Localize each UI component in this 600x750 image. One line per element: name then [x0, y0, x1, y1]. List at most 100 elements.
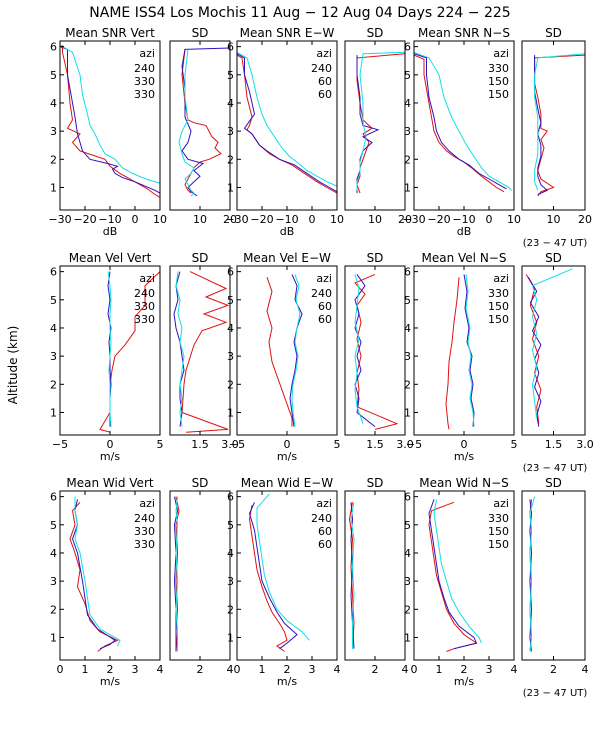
y-tick-label: 4	[404, 322, 411, 335]
series-line-red	[181, 49, 222, 194]
y-tick-label: 2	[50, 153, 57, 166]
series-line-cyan	[175, 271, 185, 427]
x-tick-label: 2	[461, 663, 468, 676]
y-tick-label: 6	[404, 491, 411, 504]
series-line-blue	[181, 47, 230, 197]
series-line-red	[414, 54, 505, 193]
y-tick-label: 6	[404, 41, 411, 54]
x-tick-label: 2	[284, 663, 291, 676]
legend-entry: 60	[318, 75, 332, 88]
y-tick-label: 5	[227, 69, 234, 82]
x-tick-label: 20	[223, 213, 237, 226]
y-tick-label: 5	[50, 294, 57, 307]
series-line-cyan	[350, 502, 355, 649]
y-tick-label: 1	[404, 631, 411, 644]
panel-title: Mean Vel E−W	[243, 251, 331, 265]
series-line-red	[356, 53, 405, 194]
y-tick-label: 4	[227, 97, 234, 110]
x-tick-label: −20	[250, 213, 273, 226]
x-axis-label: m/s	[277, 450, 297, 463]
legend-entry: 150	[488, 538, 509, 551]
series-line-cyan	[74, 496, 121, 647]
y-tick-label: 1	[404, 406, 411, 419]
legend-entry: 330	[134, 538, 155, 551]
series-line-cyan	[531, 268, 573, 419]
time-note-row2: (23 − 47 UT)	[523, 463, 588, 474]
x-tick-label: 0	[234, 663, 241, 676]
legend-entry: 240	[311, 62, 332, 75]
legend-entry: 330	[134, 313, 155, 326]
x-tick-label: −30	[225, 213, 248, 226]
panel-title: SD	[192, 26, 209, 40]
series-line-blue	[71, 499, 116, 650]
panel-title: SD	[192, 251, 209, 265]
panel-title: Mean SNR E−W	[240, 26, 335, 40]
y-tick-label: 5	[227, 294, 234, 307]
y-tick-label: 6	[50, 266, 57, 279]
series-line-cyan	[529, 496, 536, 652]
x-tick-label: 0	[486, 213, 493, 226]
series-line-red	[266, 277, 293, 427]
figure-title: NAME ISS4 Los Mochis 11 Aug − 12 Aug 04 …	[89, 5, 510, 21]
x-tick-label: 20	[578, 213, 592, 226]
y-tick-label: 2	[227, 603, 234, 616]
chart-panel-9: SD 1.5 3.0	[344, 251, 414, 451]
x-tick-label: 0	[309, 213, 316, 226]
legend-entry: 60	[318, 525, 332, 538]
legend-title: azi	[493, 47, 509, 60]
panel-title: Mean Vel N−S	[422, 251, 507, 265]
y-tick-label: 1	[50, 631, 57, 644]
series-line-blue	[356, 55, 380, 194]
legend-entry: 240	[311, 287, 332, 300]
legend-entry: 150	[488, 525, 509, 538]
y-tick-label: 4	[404, 97, 411, 110]
y-tick-label: 3	[50, 575, 57, 588]
series-line-blue	[173, 271, 185, 427]
x-tick-label: −5	[229, 438, 245, 451]
legend-title: azi	[316, 47, 332, 60]
x-tick-label: 10	[193, 213, 207, 226]
legend-entry: 150	[488, 300, 509, 313]
x-axis-label: m/s	[100, 675, 120, 688]
y-tick-label: 3	[227, 125, 234, 138]
legend-title: azi	[493, 497, 509, 510]
y-tick-label: 1	[404, 181, 411, 194]
x-tick-label: 2	[107, 663, 114, 676]
x-tick-label: 20	[398, 213, 412, 226]
legend-entry: 240	[311, 512, 332, 525]
x-tick-label: 3	[309, 663, 316, 676]
y-tick-label: 3	[404, 575, 411, 588]
y-tick-label: 6	[50, 491, 57, 504]
x-axis-label: dB	[103, 225, 118, 238]
series-line-blue	[354, 274, 376, 427]
x-tick-label: −10	[98, 213, 121, 226]
y-tick-label: 5	[50, 69, 57, 82]
y-tick-label: 6	[404, 266, 411, 279]
time-note-row3: (23 − 47 UT)	[523, 688, 588, 699]
series-line-red	[354, 273, 399, 430]
x-tick-label: 4	[157, 663, 164, 676]
series-line-blue	[60, 46, 160, 194]
plot-frame	[169, 265, 231, 436]
series-line-red	[534, 54, 585, 197]
legend-title: azi	[139, 272, 155, 285]
x-tick-label: −10	[452, 213, 475, 226]
x-tick-label: 4	[227, 663, 234, 676]
x-tick-label: 2	[372, 663, 379, 676]
panel-title: SD	[367, 476, 384, 490]
series-line-red	[248, 505, 288, 652]
series-line-red	[181, 271, 230, 433]
x-tick-label: 0	[284, 438, 291, 451]
y-tick-label: 1	[227, 181, 234, 194]
series-line-red	[525, 274, 542, 424]
y-tick-label: 6	[227, 266, 234, 279]
y-tick-label: 2	[50, 603, 57, 616]
series-line-cyan	[175, 496, 179, 652]
panel-title: Mean Wid N−S	[419, 476, 509, 490]
time-note-row1: (23 − 47 UT)	[523, 238, 588, 249]
